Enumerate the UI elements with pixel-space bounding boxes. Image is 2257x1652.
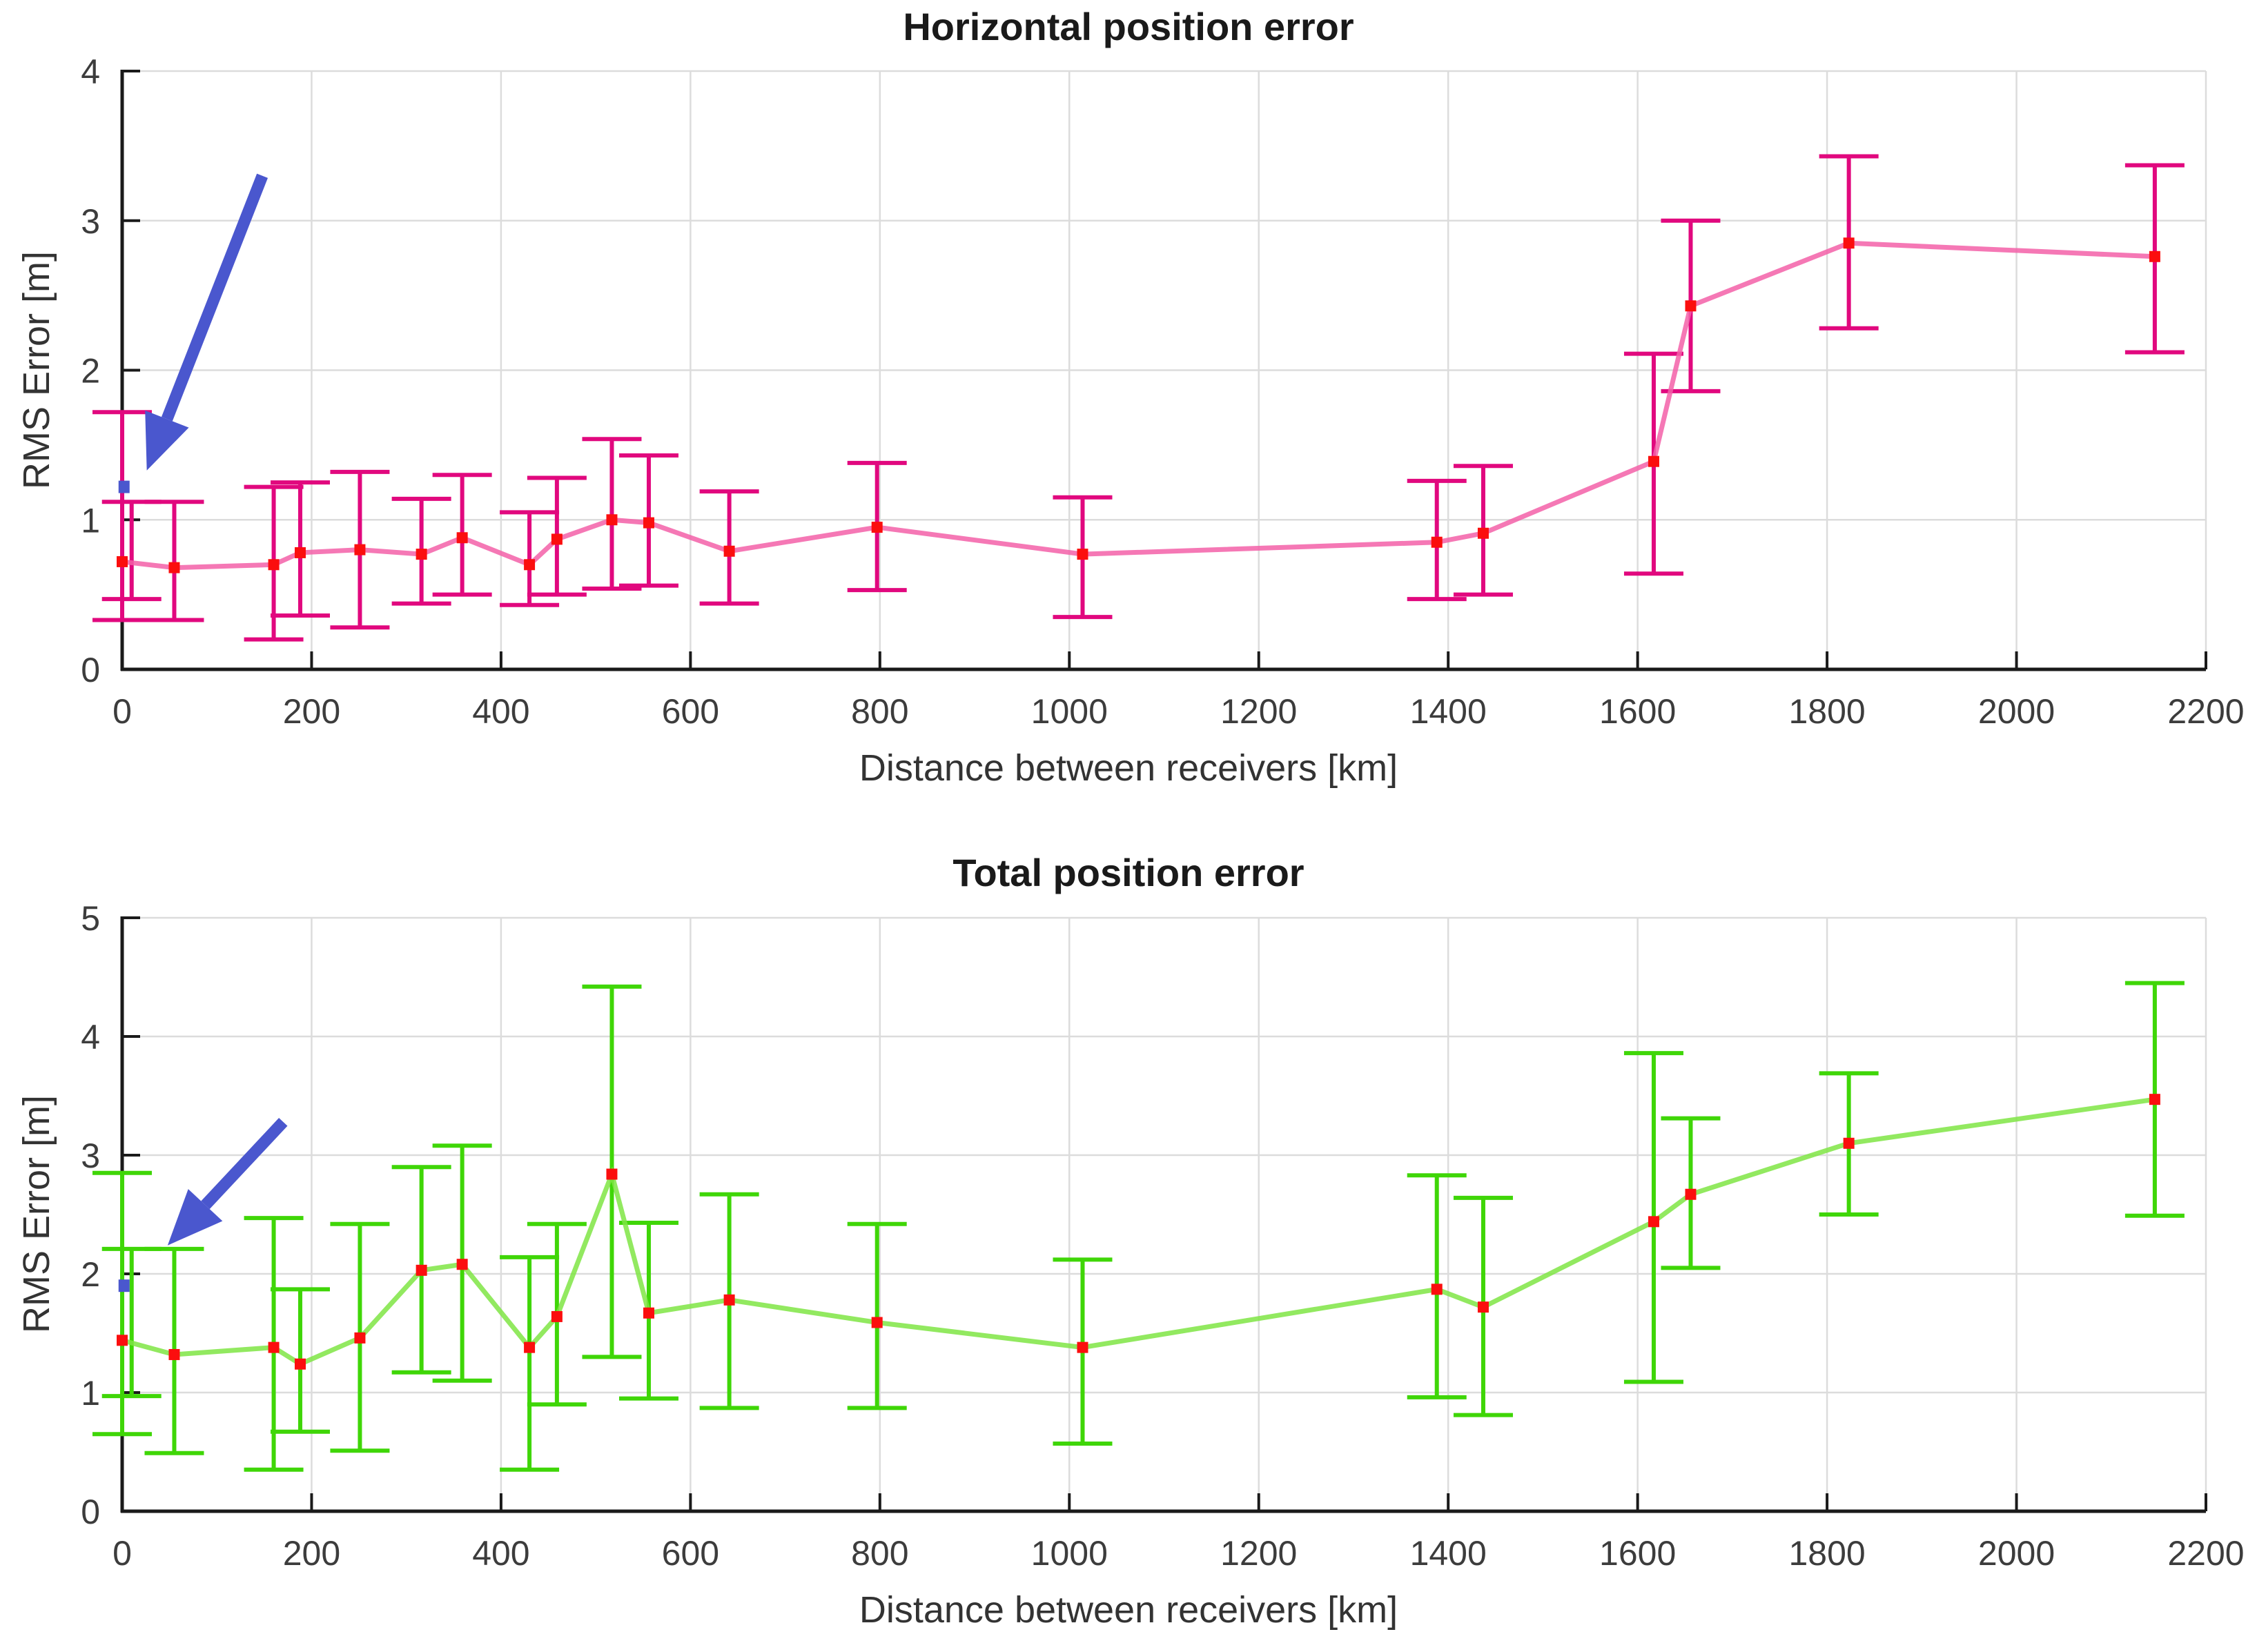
svg-text:5: 5 xyxy=(81,899,100,938)
svg-text:400: 400 xyxy=(472,1534,529,1573)
svg-text:1000: 1000 xyxy=(1031,1534,1108,1573)
svg-text:400: 400 xyxy=(472,692,529,731)
svg-text:0: 0 xyxy=(81,1493,100,1531)
svg-text:800: 800 xyxy=(851,692,908,731)
svg-text:2200: 2200 xyxy=(2167,692,2244,731)
svg-text:600: 600 xyxy=(662,692,719,731)
svg-text:1400: 1400 xyxy=(1410,1534,1487,1573)
svg-text:1200: 1200 xyxy=(1220,1534,1297,1573)
svg-text:1600: 1600 xyxy=(1599,1534,1676,1573)
svg-text:1200: 1200 xyxy=(1220,692,1297,731)
horizontal-error-plot-title: Horizontal position error xyxy=(903,5,1354,48)
total-error-plot-title: Total position error xyxy=(952,851,1305,894)
svg-text:1400: 1400 xyxy=(1410,692,1487,731)
svg-text:1: 1 xyxy=(81,501,100,540)
horizontal-error-x-axis-label: Distance between receivers [km] xyxy=(859,747,1398,789)
svg-text:600: 600 xyxy=(662,1534,719,1573)
svg-text:1600: 1600 xyxy=(1599,692,1676,731)
svg-text:1800: 1800 xyxy=(1788,1534,1865,1573)
svg-text:3: 3 xyxy=(81,1137,100,1175)
svg-text:1800: 1800 xyxy=(1788,692,1865,731)
svg-text:200: 200 xyxy=(283,1534,340,1573)
svg-text:1000: 1000 xyxy=(1031,692,1108,731)
svg-text:1: 1 xyxy=(81,1374,100,1413)
svg-text:2000: 2000 xyxy=(1978,692,2055,731)
svg-text:4: 4 xyxy=(81,1018,100,1056)
svg-text:800: 800 xyxy=(851,1534,908,1573)
svg-text:2: 2 xyxy=(81,1255,100,1294)
svg-text:4: 4 xyxy=(81,52,100,91)
svg-text:2: 2 xyxy=(81,352,100,391)
svg-text:2000: 2000 xyxy=(1978,1534,2055,1573)
total-error-x-axis-label: Distance between receivers [km] xyxy=(859,1589,1398,1631)
svg-text:200: 200 xyxy=(283,692,340,731)
svg-text:2200: 2200 xyxy=(2167,1534,2244,1573)
svg-text:0: 0 xyxy=(113,1534,132,1573)
svg-text:3: 3 xyxy=(81,202,100,241)
svg-text:0: 0 xyxy=(113,692,132,731)
svg-text:0: 0 xyxy=(81,651,100,689)
